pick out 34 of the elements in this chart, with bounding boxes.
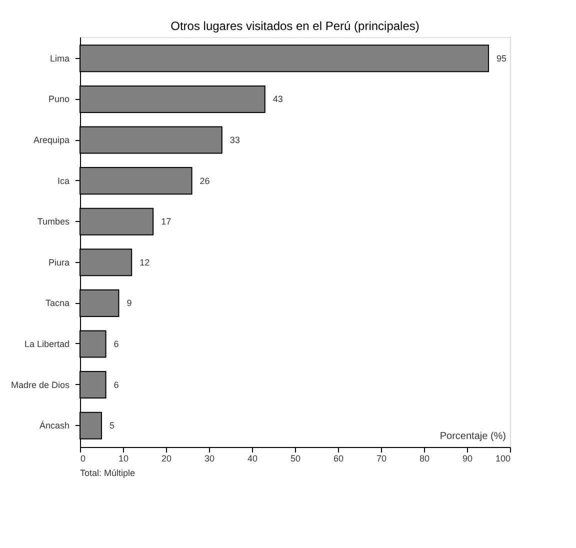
- data-label: 26: [200, 176, 210, 186]
- x-tick-label: 50: [290, 454, 301, 464]
- x-tick-label: 10: [118, 454, 129, 464]
- data-label: 43: [272, 94, 283, 104]
- data-label: 95: [496, 53, 507, 64]
- y-tick-label: Puno: [48, 94, 70, 104]
- data-label: 33: [230, 135, 240, 146]
- data-label: 9: [126, 298, 132, 308]
- x-tick-label: 60: [333, 454, 344, 464]
- data-label: 12: [140, 257, 150, 268]
- y-tick-label: Piura: [48, 257, 70, 268]
- x-tick-label: 80: [419, 454, 430, 464]
- x-tick-label: 30: [204, 454, 215, 464]
- y-tick-label: Tacna: [45, 298, 70, 308]
- x-tick-label: 70: [376, 454, 387, 464]
- y-tick-label: Tumbes: [37, 216, 70, 227]
- data-label: 6: [114, 338, 119, 349]
- data-label: 5: [110, 420, 115, 431]
- y-tick-label: Madre de Dios: [10, 380, 70, 390]
- y-tick-label: Áncash: [39, 420, 70, 431]
- annotation: Porcentaje (%): [440, 431, 506, 442]
- x-tick-label: 90: [462, 454, 473, 464]
- text: Total: Múltiple: [80, 468, 136, 478]
- data-label: 17: [161, 216, 172, 227]
- y-tick-label: Arequipa: [33, 135, 70, 146]
- y-tick-label: Lima: [50, 53, 70, 64]
- chart-title: Otros lugares visitados en el Perú (principales): [170, 19, 420, 33]
- y-tick-label: La Libertad: [24, 338, 70, 349]
- x-tick-label: 100: [495, 454, 510, 464]
- x-tick-label: 0: [80, 454, 86, 464]
- y-tick-label: Ica: [57, 176, 70, 186]
- x-tick-label: 20: [161, 454, 172, 464]
- data-label: 6: [114, 380, 119, 390]
- x-tick-label: 40: [247, 454, 258, 464]
